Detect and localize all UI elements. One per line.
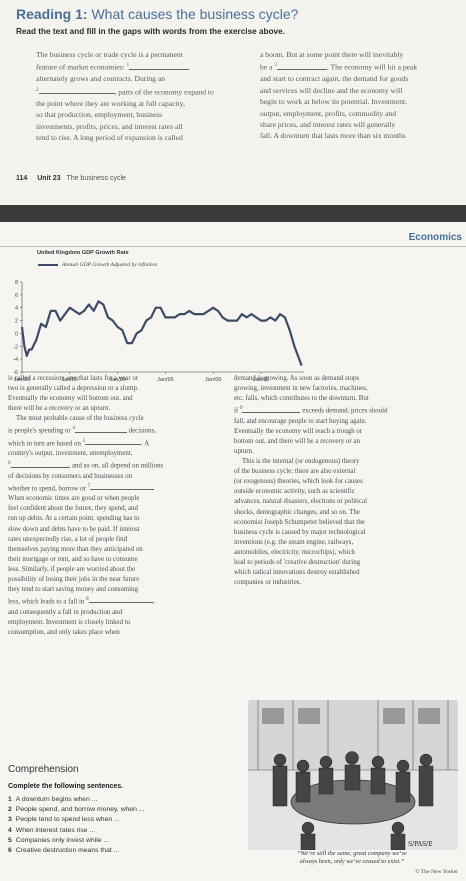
legend-label: Annual GDP Growth Adjusted by inflation (62, 262, 158, 268)
x-tick-label: Jan/90 (109, 377, 126, 383)
header-divider (0, 246, 466, 247)
list-item: 5 Companies only invest while ... (8, 836, 110, 844)
y-tick-label: 4 (15, 306, 18, 312)
reading-column-right: a boom. But at some point there will ine… (260, 50, 418, 141)
list-item: 6 Creative destruction means that ... (8, 847, 120, 855)
reading-page-bottom: Economics United Kingdom GDP Growth Rate… (0, 222, 466, 881)
x-axis: Jan/80 Jan/85 Jan/90 Jan/95 Jan/00 Jan/05 (14, 371, 304, 383)
page-number: 114 (16, 175, 28, 182)
unit-title: The business cycle (66, 175, 126, 182)
gap-7[interactable] (90, 482, 155, 491)
x-tick-label: Jan/95 (157, 377, 174, 383)
y-tick-label: -4 (13, 357, 18, 363)
y-tick-label: -2 (13, 344, 18, 350)
cartoon-caption: “We’re still the same, great company we’… (240, 850, 464, 867)
reading-title: Reading 1: What causes the business cycl… (16, 6, 299, 22)
list-item: 2 People spend, and borrow money, when ..… (8, 806, 145, 814)
page-footer: 114 Unit 23 The business cycle (16, 175, 126, 182)
cartoon-credit: © The New Yorker (415, 869, 458, 875)
chart-legend: Annual GDP Growth Adjusted by inflation (38, 262, 157, 268)
comprehension-instruction: Complete the following sentences. (8, 783, 124, 790)
list-item: 4 When interest rates rise ... (8, 826, 96, 834)
reading-instruction: Read the text and fill in the gaps with … (16, 27, 285, 36)
list-item: 3 People tend to spend less when ... (8, 816, 120, 824)
y-tick-label: 2 (15, 319, 18, 325)
comprehension-heading: Comprehension (8, 764, 79, 775)
x-tick-label: Jan/85 (62, 377, 79, 383)
y-axis: 8 6 4 2 0 -2 -4 -6 (13, 280, 23, 376)
y-tick-label: 6 (15, 293, 18, 299)
chart-title: United Kingdom GDP Growth Rate (37, 250, 129, 256)
gap-6[interactable] (10, 460, 69, 468)
gap-8[interactable] (88, 595, 153, 604)
cartoon-drawing: S/PAS/E (248, 700, 458, 850)
section-header: Economics (408, 232, 462, 243)
reading-page-top: Reading 1: What causes the business cycl… (0, 0, 466, 205)
legend-swatch (38, 264, 58, 266)
reading-column-left: The business cycle or trade cycle is a p… (36, 50, 214, 142)
caption-line-2: always been, only we’ve ceased to exist.… (299, 858, 405, 866)
caption-line-1: “We’re still the same, great company we’… (297, 850, 407, 857)
y-tick-label: -6 (13, 370, 18, 376)
cartoon-signature: S/PAS/E (408, 841, 432, 848)
gap-5[interactable] (85, 437, 142, 446)
cartoon-illustration: S/PAS/E (248, 700, 458, 850)
x-tick-label: Jan/80 (14, 377, 31, 383)
gap-2[interactable] (38, 86, 115, 95)
x-tick-label: Jan/00 (205, 377, 222, 383)
gap-4[interactable] (74, 425, 127, 433)
gdp-growth-line (20, 300, 303, 366)
unit-label: Unit 23 (37, 175, 61, 182)
body-column-right: demand is growing. As soon as demand sto… (234, 375, 388, 587)
y-tick-label: 8 (15, 280, 18, 286)
x-tick-label: Jan/05 (253, 377, 270, 383)
y-tick-label: 0 (15, 331, 18, 337)
gap-9[interactable] (242, 405, 301, 413)
gap-3[interactable] (276, 62, 327, 70)
gap-1[interactable] (129, 62, 190, 70)
body-column-left: is called a recession; one that lasts fo… (8, 375, 164, 636)
